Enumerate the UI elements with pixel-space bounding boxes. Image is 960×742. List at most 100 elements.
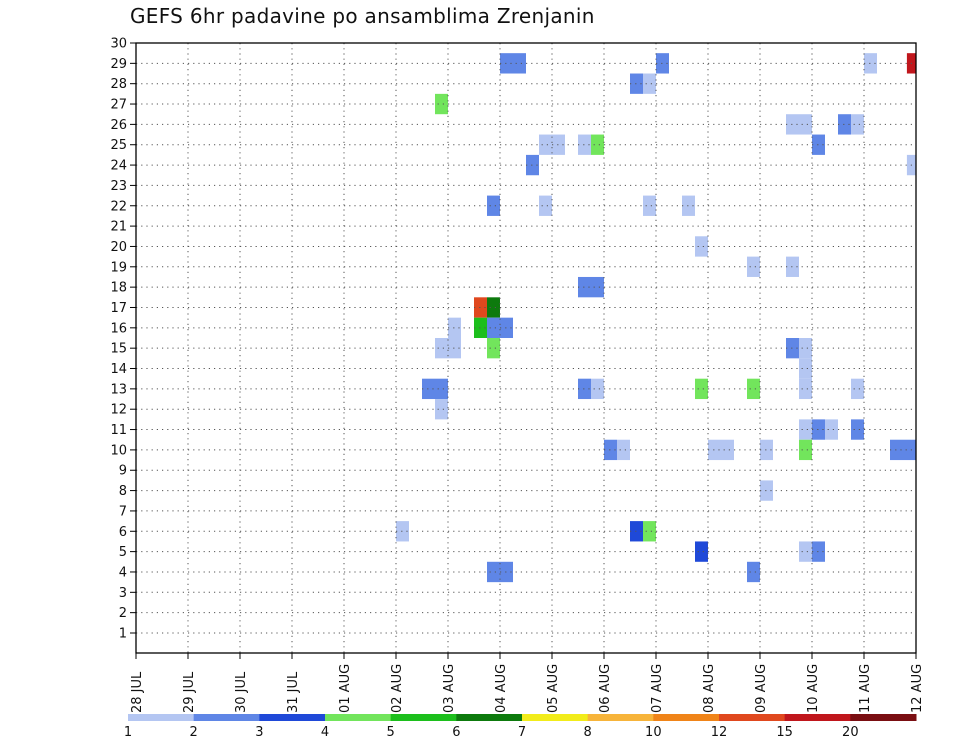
grid-layer [136, 43, 916, 653]
heatmap-cell [604, 439, 617, 461]
heatmap-cell [812, 419, 825, 440]
heatmap-cell [695, 541, 708, 562]
y-tick-label: 12 [110, 403, 127, 418]
y-tick-label: 1 [119, 627, 127, 642]
heatmap-cell [786, 256, 799, 277]
x-tick-label: 30 JUL [234, 671, 249, 713]
heatmap-cell [747, 561, 760, 583]
x-tick-label: 01 AUG [338, 664, 353, 713]
x-tick-label: 11 AUG [858, 664, 873, 713]
heatmap-cell [526, 154, 539, 176]
colorbar-label: 1 [124, 725, 132, 740]
colorbar-label: 20 [842, 725, 859, 740]
heatmap-cell [539, 195, 552, 216]
x-tick-label: 09 AUG [754, 664, 769, 713]
heatmap-cell [448, 317, 461, 338]
heatmap-cell [500, 561, 513, 583]
colorbar-label: 8 [584, 725, 592, 740]
heatmap-cell [747, 378, 760, 400]
heatmap-cell [487, 561, 500, 583]
colorbar-label: 7 [518, 725, 526, 740]
y-tick-label: 16 [110, 321, 127, 336]
heatmap-cell [799, 358, 812, 379]
heatmap-cell [838, 114, 851, 135]
cells-layer [396, 53, 916, 583]
y-tick-label: 29 [110, 57, 127, 72]
heatmap-cell [500, 317, 513, 338]
heatmap-cell [487, 338, 500, 359]
x-tick-label: 07 AUG [650, 664, 665, 713]
y-tick-label: 5 [119, 545, 127, 560]
colorbar-label: 5 [387, 725, 395, 740]
x-tick-label: 12 AUG [910, 664, 925, 713]
heatmap-cell [487, 317, 500, 338]
heatmap-cell [591, 378, 604, 400]
colorbar-swatch [719, 714, 786, 721]
y-tick-label: 4 [119, 565, 127, 580]
heatmap-cell [396, 521, 409, 542]
y-tick-label: 8 [119, 484, 127, 499]
colorbar: 1 2 3 4 5 6 7 8 10 12 15 20 [124, 714, 917, 740]
y-tick-label: 30 [110, 37, 127, 52]
colorbar-label: 15 [776, 725, 793, 740]
heatmap-cell [487, 297, 500, 318]
heatmap-cell [513, 53, 526, 74]
heatmap-cell [487, 195, 500, 216]
y-tick-label: 15 [110, 342, 127, 357]
y-tick-label: 13 [110, 382, 127, 397]
colorbar-swatch [259, 714, 326, 721]
y-tick-label: 19 [110, 260, 127, 275]
colorbar-swatch [587, 714, 654, 721]
y-tick-label: 17 [110, 301, 127, 316]
heatmap-cell [435, 378, 448, 400]
y-tick-label: 9 [119, 464, 127, 479]
y-tick-label: 23 [110, 179, 127, 194]
x-tick-label: 06 AUG [598, 664, 613, 713]
x-axis: 28 JUL 29 JUL 30 JUL 31 JUL 01 AUG 02 AUG 03 A… [130, 653, 925, 713]
y-tick-label: 11 [110, 423, 127, 438]
x-tick-label: 08 AUG [702, 664, 717, 713]
y-tick-label: 20 [110, 240, 127, 255]
heatmap-cell [656, 53, 669, 74]
x-tick-label: 10 AUG [806, 664, 821, 713]
y-tick-label: 10 [110, 443, 127, 458]
colorbar-swatch [653, 714, 720, 721]
heatmap-cell [578, 134, 591, 155]
heatmap-cell [643, 73, 656, 94]
heatmap-cell [799, 114, 812, 135]
x-tick-label: 04 AUG [494, 664, 509, 713]
heatmap-cell [630, 521, 643, 542]
heatmap-cell [721, 439, 734, 461]
heatmap-cell [760, 480, 773, 501]
colorbar-swatch [784, 714, 851, 721]
y-tick-label: 14 [110, 362, 127, 377]
heatmap-cell [903, 439, 916, 461]
x-tick-label: 03 AUG [442, 664, 457, 713]
y-tick-label: 25 [110, 138, 127, 153]
colorbar-swatch [456, 714, 523, 721]
colorbar-swatch [850, 714, 917, 721]
colorbar-swatch [128, 714, 195, 721]
colorbar-swatch [390, 714, 457, 721]
heatmap-cell [552, 134, 565, 155]
colorbar-swatch [325, 714, 392, 721]
x-tick-label: 05 AUG [546, 664, 561, 713]
heatmap-cell [695, 378, 708, 400]
heatmap-cell [643, 521, 656, 542]
colorbar-label: 3 [255, 725, 263, 740]
heatmap-cell [539, 134, 552, 155]
x-tick-label: 02 AUG [390, 664, 405, 713]
y-tick-label: 27 [110, 98, 127, 113]
heatmap-cell [786, 114, 799, 135]
heatmap-cell [435, 399, 448, 420]
y-tick-label: 6 [119, 525, 127, 540]
heatmap-cell [591, 276, 604, 298]
y-tick-label: 2 [119, 606, 127, 621]
colorbar-label: 6 [452, 725, 460, 740]
heatmap-cell [435, 93, 448, 115]
colorbar-label: 4 [321, 725, 329, 740]
heatmap-cell [617, 439, 630, 461]
heatmap-cell [799, 378, 812, 400]
y-tick-label: 7 [119, 504, 127, 519]
